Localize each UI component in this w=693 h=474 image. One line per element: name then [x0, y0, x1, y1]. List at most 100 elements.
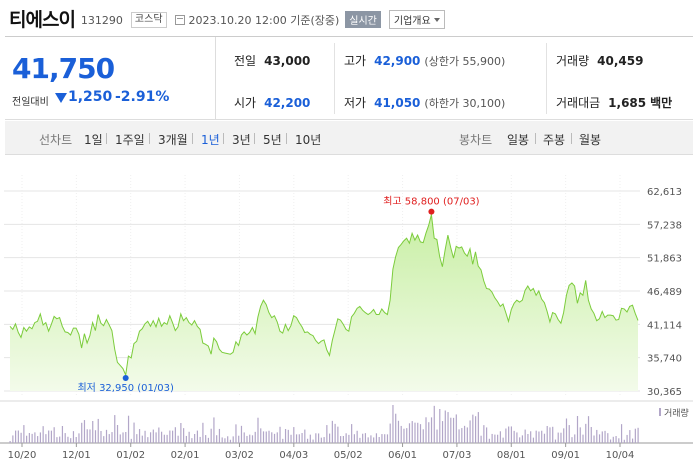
volume-bar [295, 434, 298, 443]
volume-bar [417, 422, 419, 443]
volume-bar [97, 418, 99, 443]
volume-bar [637, 427, 639, 443]
volume-bar [108, 434, 110, 443]
volume-bar [70, 438, 72, 443]
candle-daily[interactable]: 일봉 [507, 133, 530, 147]
volume-bar [373, 437, 375, 443]
period-1y[interactable]: 1년 [201, 133, 220, 147]
volume-bar [111, 432, 113, 443]
volume-bar [315, 433, 317, 443]
volume-bar [284, 429, 287, 443]
volume-bar [177, 435, 179, 443]
volume-bar [130, 438, 132, 443]
volume-bar [516, 432, 518, 443]
volume-bar [486, 427, 488, 443]
volume-bar [56, 437, 58, 443]
company-info-label: 기업개요 [393, 16, 431, 27]
volume-bar [337, 426, 339, 443]
period-3m[interactable]: 3개월 [158, 133, 188, 147]
volume-bar [579, 427, 581, 443]
volume-bar [202, 422, 204, 443]
low-label: 최저 32,950 (01/03) [77, 382, 173, 394]
volume-bar [452, 417, 455, 443]
volume-bar [334, 423, 336, 443]
volume-bar [34, 432, 36, 443]
volume-bar [433, 405, 435, 443]
volume-bar [271, 432, 273, 443]
volume-bar [430, 417, 433, 443]
volume-bar [81, 422, 83, 443]
company-info-button[interactable]: 기업개요 [388, 10, 445, 29]
volume-bar [532, 437, 535, 443]
volume-bar [474, 416, 477, 443]
divider [546, 43, 547, 114]
volume-bar [293, 427, 295, 443]
x-tick-label: 12/01 [62, 450, 91, 461]
quote-panel: 41,750 전일대비 1,250 -2.91% 전일 43,000 고가 42,9… [5, 36, 693, 120]
price-change: 1,250 [68, 89, 113, 105]
volume-bar [92, 421, 94, 443]
volume-bar [174, 427, 176, 443]
volume-bar [301, 433, 303, 443]
volume-bar [144, 430, 146, 443]
volume-bar [12, 435, 14, 443]
volume-bar [114, 415, 116, 443]
volume-bar [196, 430, 198, 443]
volume-bar [216, 435, 218, 443]
volume-bar [607, 433, 609, 443]
day-low: 저가 41,050 (하한가 30,100) [344, 95, 506, 111]
volume-bar [309, 434, 311, 443]
volume-bar [436, 429, 438, 443]
candle-monthly[interactable]: 월봉 [579, 133, 602, 147]
calendar-icon [174, 14, 185, 25]
volume-bar [510, 426, 512, 443]
volume-bar [502, 437, 504, 443]
volume-bar [238, 435, 240, 443]
volume-bar [75, 437, 77, 443]
volume-bar [576, 416, 579, 443]
volume-bar [574, 434, 576, 443]
volume-bar [458, 429, 460, 443]
volume-bar [262, 431, 265, 443]
period-1d[interactable]: 1일 [84, 133, 103, 147]
volume-bar [472, 414, 474, 443]
volume-bar [26, 435, 28, 443]
volume-bar [45, 434, 47, 443]
volume-bar [596, 429, 598, 443]
period-3y[interactable]: 3년 [232, 133, 251, 147]
volume-bar [565, 418, 568, 443]
volume-bar [469, 420, 471, 443]
volume-bar [634, 428, 636, 443]
candle-weekly[interactable]: 주봉 [543, 133, 566, 147]
volume-bar [254, 431, 256, 443]
volume-bar [67, 436, 69, 443]
volume-bar [42, 426, 44, 443]
period-10y[interactable]: 10년 [295, 133, 322, 147]
volume-bar [317, 433, 320, 443]
volume-bar [23, 425, 25, 443]
y-tick-label: 51,863 [647, 254, 682, 265]
period-1w[interactable]: 1주일 [115, 133, 145, 147]
change-label: 전일대비 [12, 97, 49, 108]
stock-header: 티에스이 131290 코스닥 2023.10.20 12:00 기준(장중) … [0, 0, 693, 36]
volume-bar [86, 429, 88, 443]
volume-bar [513, 430, 515, 443]
volume-bar [508, 426, 510, 443]
volume-bar [53, 427, 55, 443]
volume-bar [535, 430, 537, 443]
volume-bar [257, 417, 259, 443]
volume-bar [251, 435, 254, 443]
chevron-down-icon [433, 17, 440, 22]
volume-bar [422, 429, 424, 443]
volume-bar [246, 435, 248, 443]
volume-bar [28, 433, 30, 443]
volume-bar [105, 429, 108, 443]
volume-bar [351, 424, 353, 443]
volume-bar [100, 431, 102, 443]
volume-bar [72, 431, 75, 443]
trade-amount: 거래대금 1,685 백만 [556, 95, 673, 111]
period-5y[interactable]: 5년 [263, 133, 282, 147]
volume-bar [419, 424, 422, 443]
volume-bar [290, 434, 292, 443]
volume-bar [505, 428, 507, 443]
